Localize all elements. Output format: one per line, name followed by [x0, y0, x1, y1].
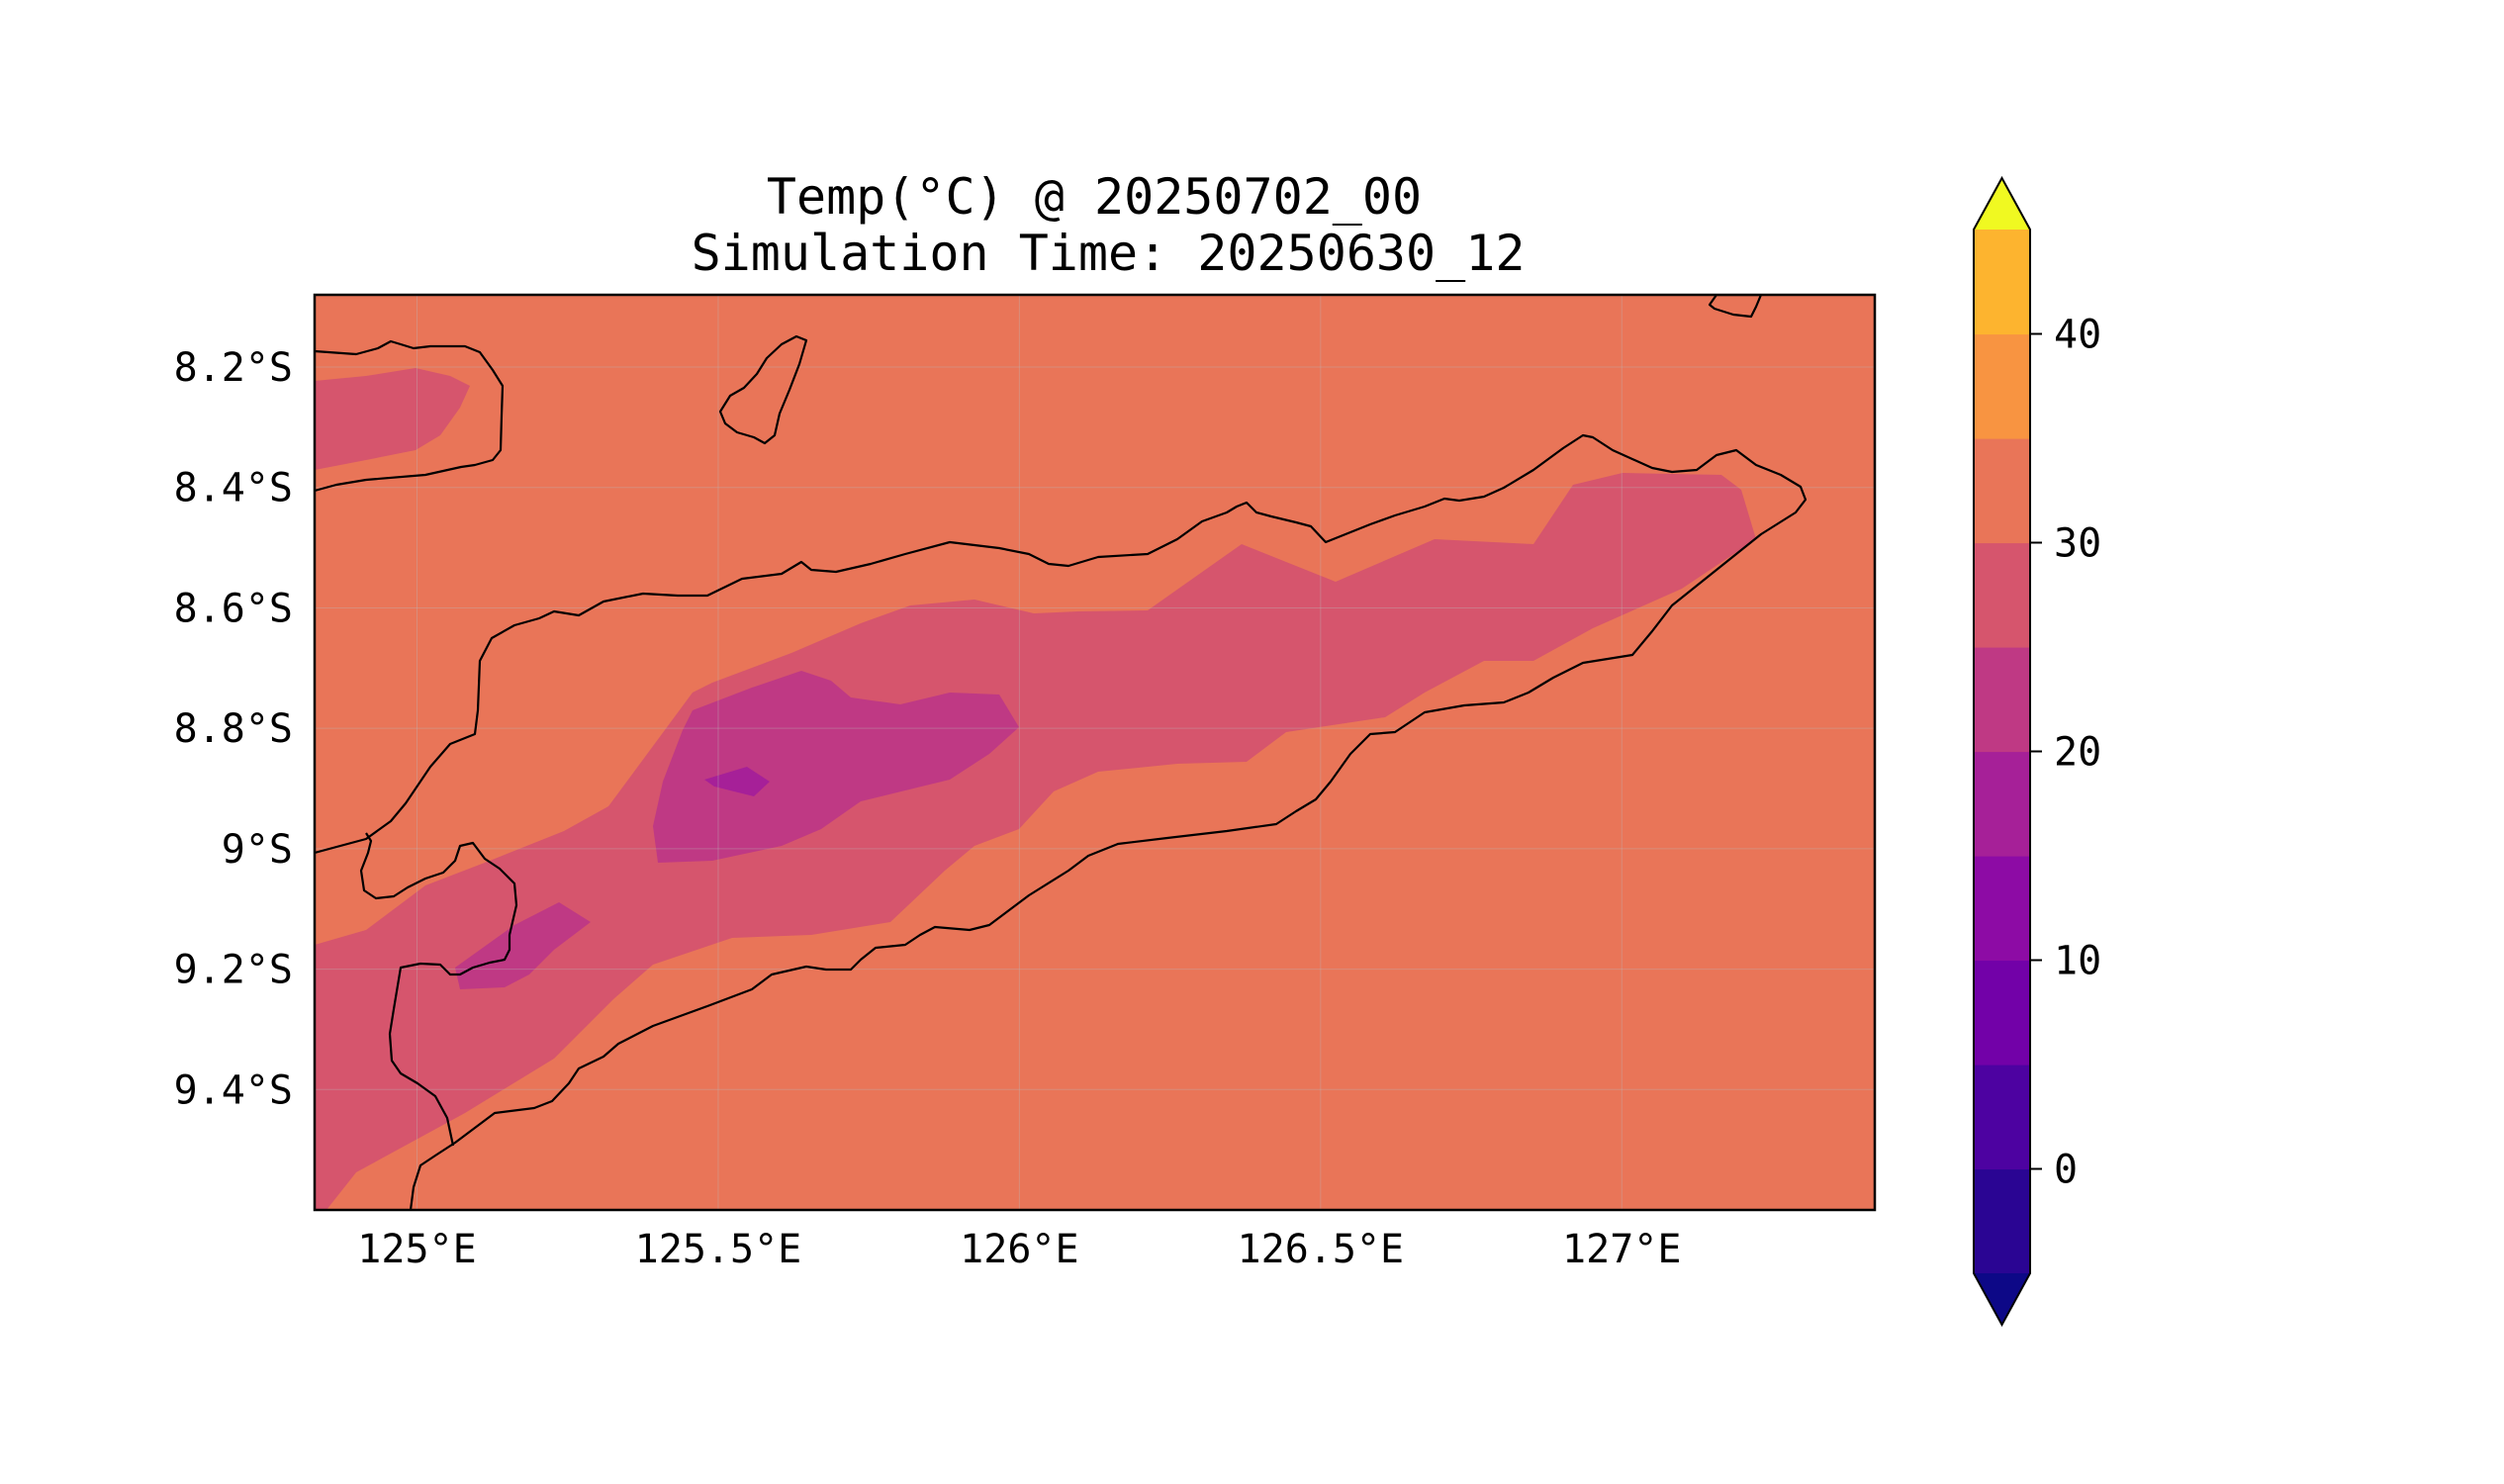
temperature-band-15-20	[653, 671, 1019, 863]
longitude-tick-labels: 125°E 125.5°E 126°E 126.5°E 127°E	[357, 1227, 1681, 1272]
colorbar-tick-label: 40	[2054, 313, 2101, 358]
colorbar-tick-label: 30	[2054, 521, 2101, 567]
colorbar-segment	[1974, 647, 2030, 753]
lon-tick-label: 125°E	[357, 1227, 476, 1272]
lon-tick-label: 126°E	[960, 1227, 1078, 1272]
latitude-tick-labels: 8.2°S 8.4°S 8.6°S 8.8°S 9°S 9.2°S 9.4°S	[174, 345, 293, 1113]
colorbar-segment	[1974, 230, 2030, 335]
map-panel	[315, 295, 1875, 1210]
coastline-border	[359, 832, 518, 1147]
temperature-band-20-25	[315, 473, 1756, 1210]
colorbar-segment	[1974, 1168, 2030, 1274]
lon-tick-label: 125.5°E	[635, 1227, 802, 1272]
colorbar-segment	[1974, 856, 2030, 962]
lon-tick-label: 126.5°E	[1238, 1227, 1405, 1272]
colorbar-tick-label: 0	[2054, 1148, 2078, 1193]
lat-tick-label: 9.2°S	[174, 948, 293, 993]
coastlines	[315, 295, 1808, 1210]
coastline-wetar-tip	[315, 339, 505, 493]
coastline-timor	[315, 433, 1808, 1210]
colorbar-outline	[1973, 175, 2031, 1328]
temperature-band-15-20-sw	[455, 902, 591, 989]
colorbar-tick-label: 10	[2054, 939, 2101, 984]
temperature-band-10-15	[704, 767, 770, 796]
lat-tick-label: 9.4°S	[174, 1067, 293, 1113]
colorbar-segment	[1974, 333, 2030, 439]
colorbar-tick-label: 20	[2054, 730, 2101, 776]
colorbar: 0 10 20 30 40	[1973, 175, 2101, 1328]
colorbar-over-arrow	[1974, 178, 2030, 230]
colorbar-segment	[1974, 960, 2030, 1066]
colorbar-segment	[1974, 1065, 2030, 1170]
lat-tick-label: 9°S	[222, 827, 293, 873]
coastline-ne-island	[1708, 295, 1763, 319]
lat-tick-label: 8.8°S	[174, 706, 293, 752]
temperature-band-20-25-nw	[315, 368, 470, 470]
colorbar-segment	[1974, 751, 2030, 857]
lat-tick-label: 8.6°S	[174, 586, 293, 631]
lon-tick-label: 127°E	[1562, 1227, 1681, 1272]
colorbar-segment	[1974, 542, 2030, 648]
coastline-atauro	[718, 334, 808, 445]
lat-tick-label: 8.2°S	[174, 345, 293, 391]
title-line-1: Temp(°C) @ 20250702_00	[767, 168, 1422, 226]
colorbar-under-arrow	[1974, 1273, 2030, 1325]
colorbar-segment	[1974, 438, 2030, 544]
lat-tick-label: 8.4°S	[174, 466, 293, 511]
gridlines	[315, 295, 1875, 1210]
title-line-2: Simulation Time: 20250630_12	[692, 225, 1526, 282]
map-frame	[313, 293, 1877, 1212]
